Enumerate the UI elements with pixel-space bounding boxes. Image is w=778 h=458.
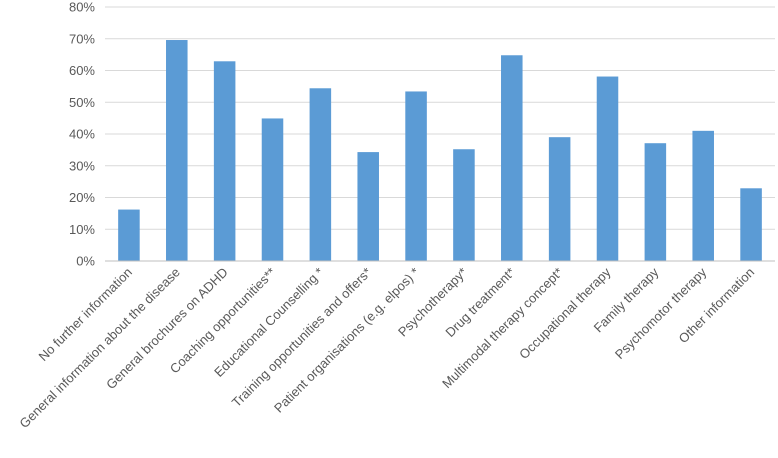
bar xyxy=(213,61,236,262)
x-category-label: Psychomotor therapy xyxy=(612,264,710,362)
bar xyxy=(405,91,427,261)
gridlines xyxy=(105,6,775,230)
bars xyxy=(118,40,762,262)
bar xyxy=(357,152,379,261)
bar xyxy=(453,149,475,261)
x-category-label: No further information xyxy=(36,265,136,365)
y-tick-label: 30% xyxy=(69,158,95,173)
x-category-label: Occupational therapy xyxy=(516,264,614,362)
y-tick-label: 20% xyxy=(69,190,95,205)
bar xyxy=(166,40,188,261)
bar xyxy=(118,209,140,261)
bar xyxy=(740,188,762,261)
y-tick-label: 60% xyxy=(69,63,95,78)
y-tick-label: 80% xyxy=(69,0,95,15)
y-tick-label: 40% xyxy=(69,127,95,142)
y-tick-label: 10% xyxy=(69,222,95,237)
x-axis-category-labels: No further information General informati… xyxy=(16,264,757,431)
y-tick-label: 0% xyxy=(76,254,95,269)
bar xyxy=(692,130,714,261)
y-tick-label: 50% xyxy=(69,95,95,110)
y-tick-label: 70% xyxy=(69,31,95,46)
bar xyxy=(309,88,332,261)
bar xyxy=(644,143,667,261)
y-axis-tick-labels: 0% 10% 20% 30% 40% 50% 60% 70% 80% xyxy=(69,0,95,269)
bar xyxy=(596,76,619,261)
bar xyxy=(261,118,284,261)
bar xyxy=(501,55,523,262)
bar xyxy=(548,137,571,261)
